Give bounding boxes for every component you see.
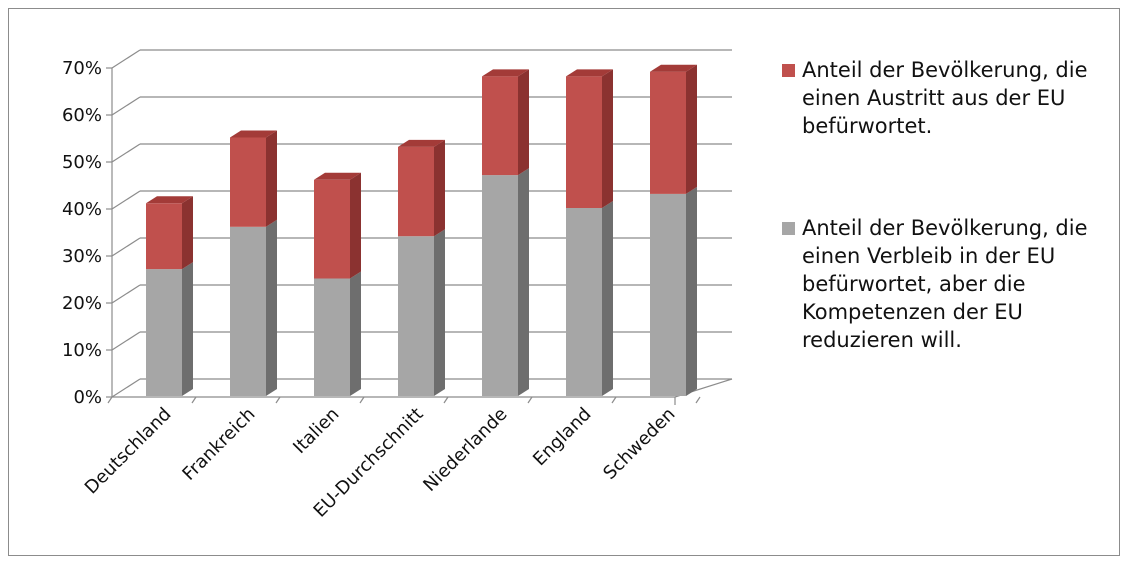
bar-segment-austritt-side [518,69,529,176]
bar-segment-verbleib-front [314,278,350,396]
bar-segment-verbleib-front [146,269,182,396]
legend-label-verbleib: Anteil der Bevölkerung, die einen Verble… [802,216,1088,352]
legend-item-verbleib: Anteil der Bevölkerung, die einen Verble… [782,214,1112,354]
bar-segment-verbleib-front [650,193,686,396]
gridline-side [111,284,141,304]
bar-segment-austritt-front [314,179,350,279]
x-tick-label: Deutschland [81,404,176,499]
bar-segment-austritt-top [482,69,529,77]
y-tick-label: 60% [62,105,102,126]
legend-swatch-verbleib [782,222,795,235]
bar-segment-austritt-top [314,172,361,180]
chart-frame [8,8,1120,556]
bar-segment-austritt-front [398,146,434,237]
y-tick-label: 40% [62,199,102,220]
bar-segment-austritt-front [566,76,602,209]
x-tick-label: Italien [289,404,343,458]
bar-segment-austritt-top [398,139,445,147]
bar-segment-verbleib-front [230,226,266,396]
x-tick-mark [611,396,617,404]
bar-segment-austritt-front [146,203,182,270]
x-tick-mark [359,396,365,404]
bar-segment-verbleib-front [566,208,602,396]
bar-segment-verbleib-side [182,262,193,396]
bar-segment-austritt-top [146,196,193,204]
gridline-side [111,143,141,163]
legend-swatch-austritt [782,64,795,77]
bar-segment-verbleib-side [266,219,277,396]
bar-segment-verbleib-front [398,236,434,396]
bar-segment-verbleib-side [518,168,529,396]
bar-segment-austritt-front [650,71,686,194]
x-tick-mark [443,396,449,404]
gridline-side [111,237,141,257]
bar-segment-austritt-front [482,76,518,176]
bar-segment-verbleib-side [350,271,361,396]
x-tick-mark [527,396,533,404]
gridline-side [111,378,141,398]
gridline-side [111,96,141,116]
bar-segment-austritt-side [686,64,697,194]
gridline-side [111,190,141,210]
y-tick-label: 30% [62,246,102,267]
bar-segment-verbleib-side [686,186,697,396]
y-tick-label: 0% [73,387,102,408]
gridline-side [111,331,141,351]
x-tick-mark [191,396,197,404]
bar-segment-verbleib-side [434,229,445,396]
x-tick-mark [275,396,281,404]
y-tick-label: 70% [62,58,102,79]
bar-segment-austritt-front [230,137,266,227]
y-tick-label: 20% [62,293,102,314]
bar-segment-austritt-side [182,196,193,270]
bar-layer [146,64,697,396]
bar-segment-austritt-top [230,130,277,138]
bar-segment-austritt-top [566,69,613,77]
x-tick-mark [695,396,701,404]
bar-segment-austritt-side [266,130,277,227]
y-tick-label: 10% [62,340,102,361]
bar-segment-verbleib-side [602,201,613,396]
legend-label-austritt: Anteil der Bevölkerung, die einen Austri… [802,58,1088,138]
gridline-side [111,49,141,69]
legend-item-austritt: Anteil der Bevölkerung, die einen Austri… [782,56,1112,140]
x-tick-label: England [529,404,596,471]
x-tick-label: Frankreich [178,404,259,485]
bar-segment-austritt-side [602,69,613,209]
x-tick-label: Niederlande [419,404,511,496]
bar-segment-verbleib-front [482,175,518,396]
bar-segment-austritt-side [350,172,361,279]
bar-segment-austritt-top [650,64,697,72]
y-tick-label: 50% [62,152,102,173]
x-tick-label: Schweden [599,404,679,484]
x-tick-mark [107,396,113,404]
bar-segment-austritt-side [434,139,445,237]
